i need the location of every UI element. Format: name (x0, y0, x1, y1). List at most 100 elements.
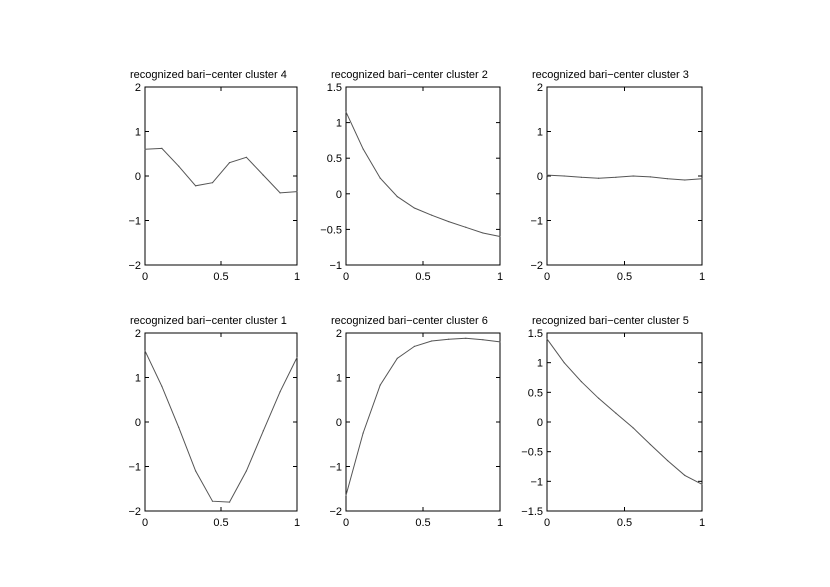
data-point (345, 111, 347, 113)
subplot-6: recognized bari−center cluster 5 0 0.5 1 −1.… (521, 315, 705, 529)
data-point (245, 470, 247, 472)
data-point (649, 443, 651, 446)
y-tick-label: −0.5 (320, 224, 342, 236)
y-tick-label: −1 (530, 216, 543, 228)
y-tick-label: 2 (135, 82, 141, 94)
data-point (615, 176, 617, 178)
data-point (701, 178, 703, 180)
x-tick-label: 0 (544, 271, 550, 283)
y-tick-label: 1 (135, 373, 141, 385)
data-point (296, 190, 298, 193)
data-point (563, 175, 565, 177)
axes-frame (546, 332, 703, 512)
data-point (161, 385, 163, 387)
series-line (345, 111, 501, 237)
y-tick-label: −2 (128, 260, 141, 272)
y-tick-label: −1 (329, 462, 342, 474)
y-tick-label: 1 (135, 127, 141, 139)
data-point (262, 174, 264, 176)
x-tick-label: 1 (497, 517, 503, 529)
data-point (144, 350, 146, 352)
y-tick-label: −1 (128, 216, 141, 228)
data-point (296, 356, 298, 359)
data-point (666, 178, 669, 180)
subplot-title: recognized bari−center cluster 3 (532, 69, 689, 81)
x-tick-label: 0.5 (213, 271, 228, 283)
data-point (563, 362, 565, 364)
y-tick-label: 1 (336, 373, 342, 385)
series-line (144, 147, 298, 194)
x-tick-label: 0 (142, 517, 148, 529)
y-tick-label: −1 (329, 260, 342, 272)
series-line (546, 174, 703, 181)
data-point (465, 226, 467, 228)
y-tick-label: 0 (135, 417, 141, 429)
subplot-5: recognized bari−center cluster 6 0 0.5 1 −2 −… (329, 315, 503, 529)
data-point (195, 470, 197, 472)
data-point (396, 196, 398, 198)
data-point (211, 500, 214, 502)
y-tick-label: 1 (537, 127, 543, 139)
subplot-3: recognized bari−center cluster 3 0 0.5 1 −2 −… (530, 69, 705, 283)
data-point (178, 165, 180, 167)
data-point (546, 174, 548, 176)
x-tick-label: 0.5 (617, 517, 632, 529)
data-point (161, 147, 163, 150)
y-tick-label: 0.5 (528, 387, 543, 399)
data-point (379, 384, 381, 386)
subplot-title: recognized bari−center cluster 2 (331, 69, 488, 81)
data-point (448, 338, 450, 340)
x-tick-label: 0.5 (415, 271, 430, 283)
y-tick-label: 0 (135, 171, 141, 183)
x-tick-label: 0.5 (617, 271, 632, 283)
series-line (345, 337, 501, 496)
axes-frame (144, 86, 298, 266)
data-point (431, 214, 433, 216)
x-tick-label: 0 (343, 271, 349, 283)
subplot-title: recognized bari−center cluster 4 (130, 69, 287, 81)
series-line (546, 338, 703, 485)
data-point (279, 391, 281, 393)
subplot-title: recognized bari−center cluster 6 (331, 315, 488, 327)
data-point (396, 357, 398, 359)
y-tick-label: 0 (336, 417, 342, 429)
data-point (632, 175, 634, 177)
x-tick-label: 0.5 (213, 517, 228, 529)
data-point (228, 501, 231, 503)
subplot-title: recognized bari−center cluster 5 (532, 315, 689, 327)
y-tick-label: 0 (537, 417, 543, 429)
x-tick-label: 0 (142, 271, 148, 283)
data-point (195, 185, 197, 187)
subplot-2: recognized bari−center cluster 2 0 0.5 1 −1 −… (320, 69, 503, 283)
data-point (499, 341, 501, 343)
y-tick-label: 2 (336, 328, 342, 340)
data-point (499, 235, 501, 238)
data-point (701, 483, 703, 485)
axes-frame (144, 332, 298, 512)
data-point (144, 148, 146, 150)
subplot-title: recognized bari−center cluster 1 (130, 315, 287, 327)
data-point (228, 162, 231, 164)
x-tick-label: 1 (294, 517, 300, 529)
data-point (413, 207, 415, 209)
data-point (211, 182, 214, 184)
x-tick-label: 0 (343, 517, 349, 529)
y-tick-label: −2 (329, 506, 342, 518)
data-point (362, 432, 364, 434)
axes-frame (345, 86, 501, 266)
data-point (262, 430, 264, 432)
data-point (448, 220, 450, 223)
y-tick-label: −2 (128, 506, 141, 518)
y-tick-label: 1.5 (528, 328, 543, 340)
data-point (580, 381, 583, 383)
series-line (144, 350, 298, 503)
axes-frame (345, 332, 501, 512)
data-point (245, 156, 247, 158)
data-point (598, 397, 600, 399)
y-tick-label: 0 (537, 171, 543, 183)
data-point (649, 176, 651, 178)
subplot-1: recognized bari−center cluster 4 0 0.5 1 −2 −… (128, 69, 300, 283)
x-tick-label: 1 (699, 271, 705, 283)
y-tick-label: −0.5 (521, 447, 543, 459)
